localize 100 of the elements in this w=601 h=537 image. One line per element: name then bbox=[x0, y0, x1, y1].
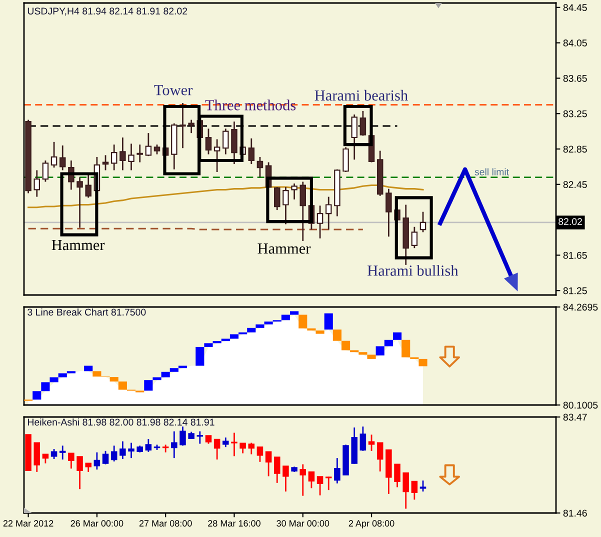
bar bbox=[376, 346, 384, 356]
candlestick bbox=[42, 454, 49, 464]
candlestick bbox=[171, 430, 178, 459]
x-tick-label: 2 Apr 08:00 bbox=[348, 520, 394, 528]
candlestick bbox=[205, 128, 212, 156]
bar bbox=[144, 380, 153, 391]
bar bbox=[358, 352, 368, 355]
bar bbox=[41, 382, 50, 392]
bar bbox=[110, 377, 118, 382]
candlestick bbox=[420, 211, 426, 233]
candlestick bbox=[214, 138, 220, 173]
annotation: Harami bearish bbox=[314, 90, 408, 101]
chart-title: 3 Line Break Chart 81.7500 bbox=[28, 308, 146, 316]
y-tick-label: 84.45 bbox=[563, 4, 587, 12]
candlestick bbox=[128, 442, 134, 459]
annotation: Harami bullish bbox=[368, 265, 458, 276]
candlestick bbox=[240, 442, 246, 454]
candlestick bbox=[334, 457, 340, 484]
bar bbox=[281, 314, 290, 320]
bar bbox=[324, 313, 333, 330]
bar bbox=[341, 340, 350, 350]
candlestick bbox=[300, 464, 306, 496]
candlestick bbox=[59, 444, 66, 460]
bar bbox=[196, 346, 204, 366]
candlestick bbox=[145, 438, 152, 453]
candlestick bbox=[231, 432, 238, 457]
bar bbox=[84, 366, 93, 372]
candlestick bbox=[316, 476, 324, 496]
candlestick bbox=[394, 464, 400, 488]
candlestick bbox=[222, 128, 229, 156]
candlestick bbox=[368, 434, 375, 452]
bar bbox=[58, 373, 67, 378]
candlestick bbox=[282, 466, 289, 492]
candlestick bbox=[102, 450, 109, 465]
bar bbox=[264, 322, 273, 324]
candlestick bbox=[94, 452, 100, 470]
candlestick bbox=[411, 226, 418, 249]
chart-title: Heiken-Ashi 81.98 82.00 81.98 82.14 81.91 bbox=[28, 418, 214, 426]
y-tick-label: 83.65 bbox=[563, 74, 587, 82]
candlestick bbox=[274, 186, 280, 211]
candlestick bbox=[420, 480, 426, 492]
candlestick bbox=[248, 138, 255, 165]
candlestick bbox=[360, 426, 366, 452]
bar bbox=[418, 358, 428, 366]
y-tick-label: 82.85 bbox=[563, 146, 587, 153]
annotation: sell limit bbox=[474, 168, 509, 176]
candlestick bbox=[162, 444, 169, 454]
candlestick bbox=[120, 440, 126, 460]
candlestick bbox=[154, 144, 160, 156]
candlestick bbox=[402, 472, 409, 510]
annotation: Hammer bbox=[258, 244, 311, 254]
candlestick bbox=[256, 446, 264, 463]
candlestick bbox=[128, 142, 134, 171]
y-tick-label: 83.25 bbox=[563, 110, 587, 118]
y-tick-label: 83.47 bbox=[563, 414, 587, 421]
candlestick bbox=[411, 480, 418, 500]
candlestick bbox=[325, 476, 332, 491]
y-tick-label: 80.1005 bbox=[563, 402, 598, 409]
y-tick-label: 84.05 bbox=[563, 40, 587, 46]
candlestick bbox=[222, 436, 229, 448]
bar bbox=[247, 328, 256, 332]
candlestick bbox=[120, 136, 126, 171]
x-tick-label: 30 Mar 00:00 bbox=[276, 520, 330, 527]
y-tick-label: 81.65 bbox=[563, 252, 587, 259]
candlestick bbox=[85, 173, 92, 198]
candlestick bbox=[68, 452, 74, 470]
bar bbox=[92, 371, 102, 377]
annotation: Tower bbox=[154, 85, 193, 96]
candlestick bbox=[180, 102, 186, 149]
candlestick bbox=[180, 426, 186, 446]
candlestick bbox=[351, 114, 358, 160]
candlestick bbox=[308, 471, 315, 489]
bar bbox=[367, 354, 376, 359]
y-tick-label: 84.2695 bbox=[563, 304, 598, 311]
candlestick bbox=[50, 141, 58, 168]
bar bbox=[170, 368, 178, 372]
bar bbox=[290, 311, 299, 315]
candlestick bbox=[136, 144, 143, 163]
candlestick bbox=[231, 120, 238, 165]
candlestick bbox=[102, 154, 109, 171]
y-tick-label: 81.46 bbox=[563, 510, 587, 517]
bar bbox=[221, 338, 230, 342]
y-tick-label: 82.45 bbox=[563, 181, 587, 188]
candlestick bbox=[59, 144, 66, 171]
candlestick bbox=[110, 444, 118, 462]
candlestick bbox=[265, 451, 272, 477]
x-tick-label: 26 Mar 00:00 bbox=[70, 520, 124, 527]
bar bbox=[152, 377, 162, 380]
candlestick bbox=[386, 188, 392, 238]
candlestick bbox=[188, 119, 194, 134]
bar bbox=[161, 372, 170, 378]
candlestick bbox=[360, 110, 366, 136]
candlestick bbox=[145, 132, 152, 157]
y-tick-label: 81.25 bbox=[563, 287, 587, 294]
bar bbox=[50, 377, 58, 382]
candlestick bbox=[34, 170, 40, 198]
bar bbox=[402, 340, 410, 358]
chart-title: USDJPY,H4 81.94 82.14 81.91 82.02 bbox=[28, 8, 188, 16]
annotation: Hammer bbox=[52, 240, 105, 250]
x-tick-label: 28 Mar 16:00 bbox=[208, 520, 260, 527]
